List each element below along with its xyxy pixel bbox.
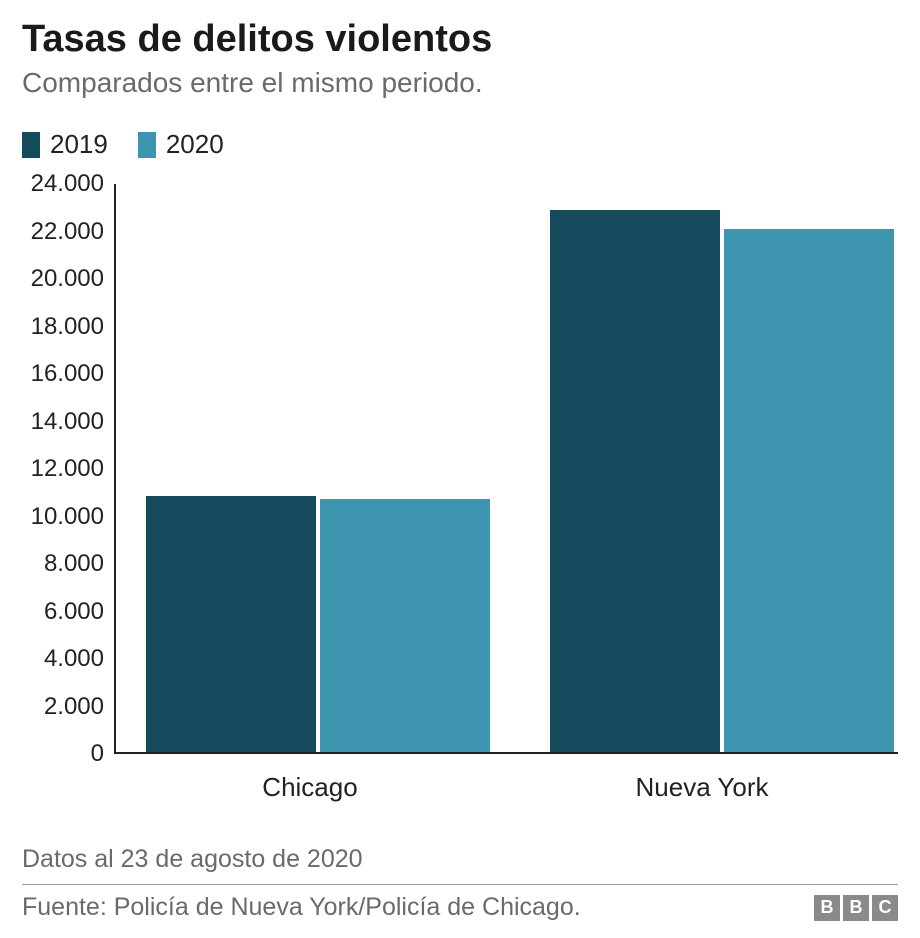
logo-letter: B <box>843 895 869 921</box>
legend-swatch <box>22 132 40 158</box>
y-axis: 24.00022.00020.00018.00016.00014.00012.0… <box>22 184 114 754</box>
source-row: Fuente: Policía de Nueva York/Policía de… <box>22 885 898 922</box>
bar <box>146 496 316 752</box>
chart-subtitle: Comparados entre el mismo periodo. <box>22 67 898 99</box>
bar-groups <box>116 184 898 752</box>
logo-letter: C <box>872 895 898 921</box>
bar-group <box>520 184 920 752</box>
legend: 2019 2020 <box>22 129 898 160</box>
legend-label: 2019 <box>50 129 108 160</box>
chart-title: Tasas de delitos violentos <box>22 18 898 61</box>
plot <box>114 184 898 754</box>
bar <box>550 210 720 752</box>
legend-item: 2020 <box>138 129 224 160</box>
x-axis-label: Chicago <box>114 754 506 803</box>
logo-letter: B <box>814 895 840 921</box>
bbc-logo: BBC <box>814 895 898 921</box>
x-axis-labels: ChicagoNueva York <box>114 754 898 803</box>
chart-source: Fuente: Policía de Nueva York/Policía de… <box>22 893 581 922</box>
legend-item: 2019 <box>22 129 108 160</box>
chart-plot-area: 24.00022.00020.00018.00016.00014.00012.0… <box>22 184 898 754</box>
x-axis-label: Nueva York <box>506 754 898 803</box>
bar <box>724 229 894 752</box>
chart-footnote: Datos al 23 de agosto de 2020 <box>22 845 898 885</box>
bar <box>320 499 490 752</box>
legend-label: 2020 <box>166 129 224 160</box>
bar-group <box>116 184 520 752</box>
legend-swatch <box>138 132 156 158</box>
